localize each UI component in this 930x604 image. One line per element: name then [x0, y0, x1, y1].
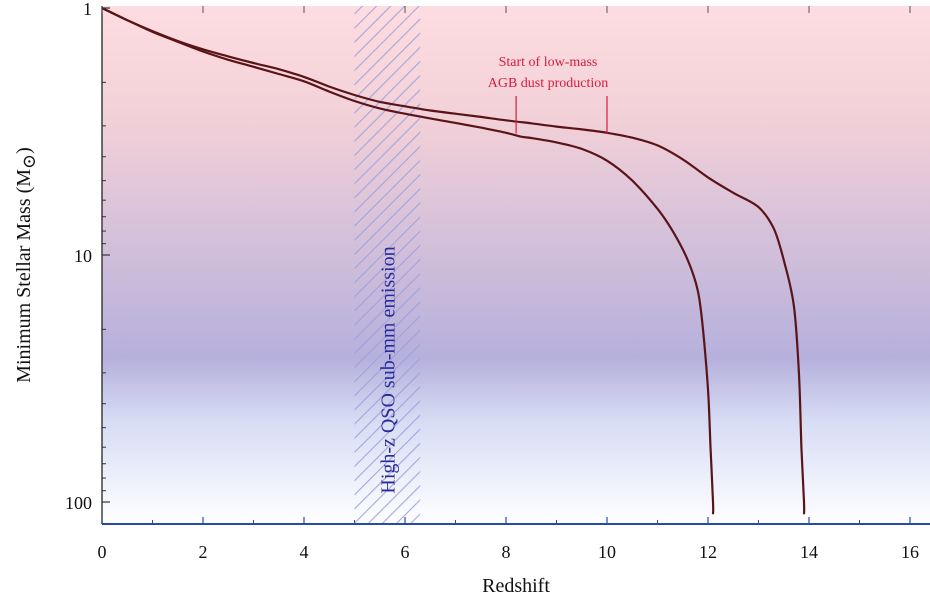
x-tick-label-2: 2 — [199, 542, 208, 562]
series-line-1 — [102, 7, 715, 515]
x-tick-label-8: 8 — [502, 542, 511, 562]
x-axis-ticks: 0 2 4 6 8 10 12 14 16 — [98, 6, 919, 562]
x-tick-label-0: 0 — [98, 542, 107, 562]
y-tick-label-1: 1 — [83, 0, 92, 19]
y-axis-title: Minimum Stellar Mass (M⊙) — [13, 147, 39, 383]
x-tick-label-6: 6 — [401, 542, 410, 562]
qso-band-label: High-z QSO sub-mm emission — [377, 246, 399, 493]
plot-frame — [101, 6, 930, 525]
y-axis-ticks: 1 10 100 — [65, 0, 110, 513]
x-tick-label-4: 4 — [300, 542, 309, 562]
y-axis-title-text: Minimum Stellar Mass (M — [13, 169, 35, 383]
y-tick-label-100: 100 — [65, 493, 92, 513]
qso-shaded-band — [354, 6, 421, 524]
annotation-line-2: AGB dust production — [488, 76, 609, 91]
sun-symbol: ⊙ — [19, 154, 39, 169]
x-tick-label-16: 16 — [901, 542, 919, 562]
y-tick-label-10: 10 — [74, 246, 92, 266]
y-axis-title-group: Minimum Stellar Mass (M⊙) — [13, 147, 39, 383]
plot-background — [102, 6, 930, 524]
annotation-line-1: Start of low-mass — [499, 55, 598, 70]
series-layer — [102, 7, 806, 515]
annotation: Start of low-mass AGB dust production — [488, 55, 609, 134]
x-tick-label-12: 12 — [699, 542, 717, 562]
series-line-2 — [102, 7, 806, 515]
x-tick-label-14: 14 — [800, 542, 818, 562]
x-tick-label-10: 10 — [598, 542, 616, 562]
x-axis-title: Redshift — [482, 575, 550, 597]
